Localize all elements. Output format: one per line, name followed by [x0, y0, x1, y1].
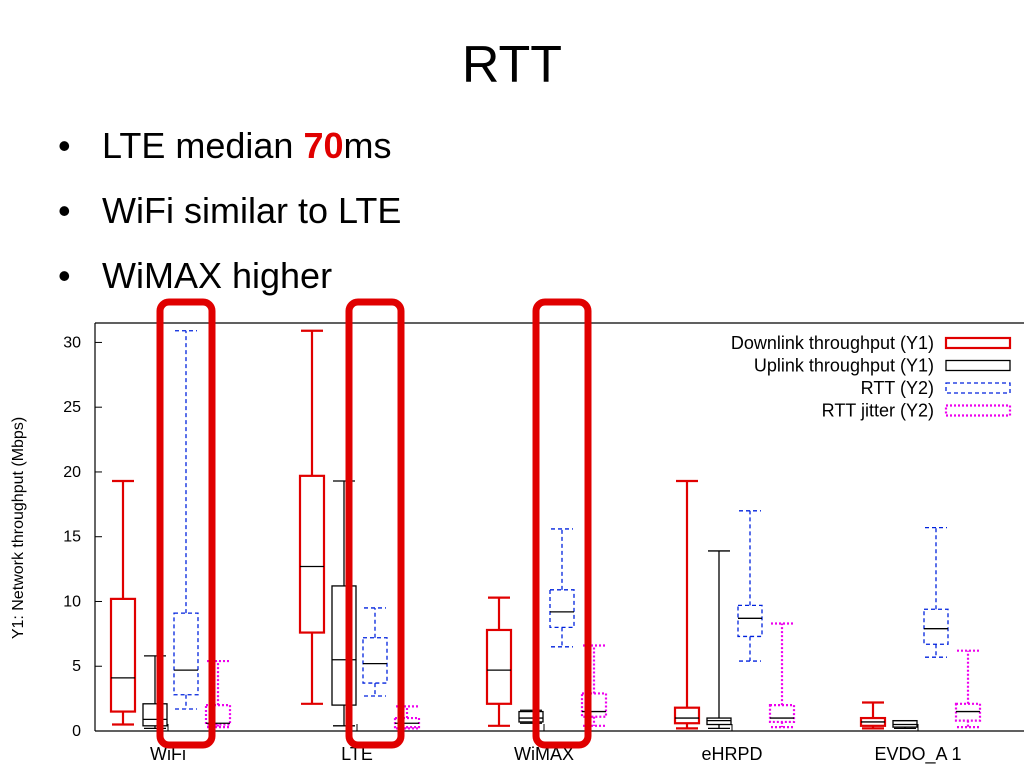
box-iqr	[362, 637, 388, 684]
legend-label: RTT jitter (Y2)	[822, 401, 934, 421]
bullet-item: • LTE median 70ms	[58, 118, 401, 183]
y-tick-label: 5	[72, 658, 81, 675]
x-tick-label: LTE	[341, 744, 373, 764]
highlight-box	[345, 298, 405, 749]
box-plot	[331, 480, 357, 727]
box-plot	[173, 330, 199, 710]
box-plot	[892, 719, 918, 730]
x-tick-label: WiFi	[150, 744, 186, 764]
box-iqr	[142, 703, 168, 727]
y-tick-label: 20	[63, 464, 81, 481]
bullet-text: WiFi similar to LTE	[102, 190, 402, 231]
box-plot	[768, 622, 796, 729]
x-tick-label: EVDO_A 1	[874, 744, 961, 765]
box-plot	[706, 550, 732, 730]
legend-swatch	[945, 382, 1011, 394]
y-tick-label: 30	[63, 334, 81, 351]
box-iqr	[673, 706, 701, 725]
highlight-box	[532, 298, 592, 749]
bullet-item: • WiFi similar to LTE	[58, 183, 401, 248]
box-plot	[362, 607, 388, 697]
box-iqr	[173, 612, 199, 696]
legend-label: Uplink throughput (Y1)	[754, 356, 934, 376]
bullet-text: WiMAX higher	[102, 255, 333, 296]
highlight-box	[156, 298, 216, 749]
bullet-marker: •	[58, 125, 71, 166]
legend-swatch	[944, 336, 1012, 350]
bullet-highlight: 70	[303, 125, 344, 166]
box-iqr	[549, 589, 575, 629]
box-plot	[737, 510, 763, 662]
box-iqr	[298, 474, 326, 634]
bullet-marker: •	[58, 190, 71, 231]
box-iqr	[485, 628, 513, 705]
box-plot	[673, 479, 701, 730]
box-iqr	[737, 604, 763, 638]
box-plot	[298, 329, 326, 705]
box-iqr	[518, 710, 544, 723]
y-tick-label: 25	[63, 399, 81, 416]
box-plot	[549, 528, 575, 648]
bullet-marker: •	[58, 255, 71, 296]
x-tick-label: eHRPD	[701, 744, 762, 764]
y-axis-label: Y1: Network throughput (Mbps)	[10, 417, 27, 639]
bullet-text-suffix: ms	[343, 125, 392, 166]
y-tick-label: 10	[63, 593, 81, 610]
box-plot	[923, 526, 949, 658]
bullet-item: • WiMAX higher	[58, 248, 401, 313]
box-plot	[109, 479, 137, 726]
legend-label: RTT (Y2)	[861, 378, 934, 398]
x-tick-label: WiMAX	[514, 744, 574, 764]
box-iqr	[923, 608, 949, 645]
box-iqr	[331, 585, 357, 706]
slide-title: RTT	[461, 36, 563, 94]
box-plot	[485, 596, 513, 727]
y-tick-label: 15	[63, 529, 81, 546]
box-iqr	[109, 597, 137, 713]
box-plot	[954, 649, 982, 729]
box-iqr	[204, 703, 232, 726]
legend-swatch	[945, 359, 1011, 372]
box-iqr	[768, 703, 796, 724]
box-plot	[859, 701, 887, 730]
legend-label: Downlink throughput (Y1)	[731, 333, 934, 353]
y-tick-label: 0	[72, 723, 81, 740]
legend-swatch	[944, 404, 1012, 417]
box-iqr	[580, 692, 608, 718]
bullet-text: LTE median	[102, 125, 304, 166]
bullet-list: • LTE median 70ms • WiFi similar to LTE • W…	[58, 118, 401, 313]
